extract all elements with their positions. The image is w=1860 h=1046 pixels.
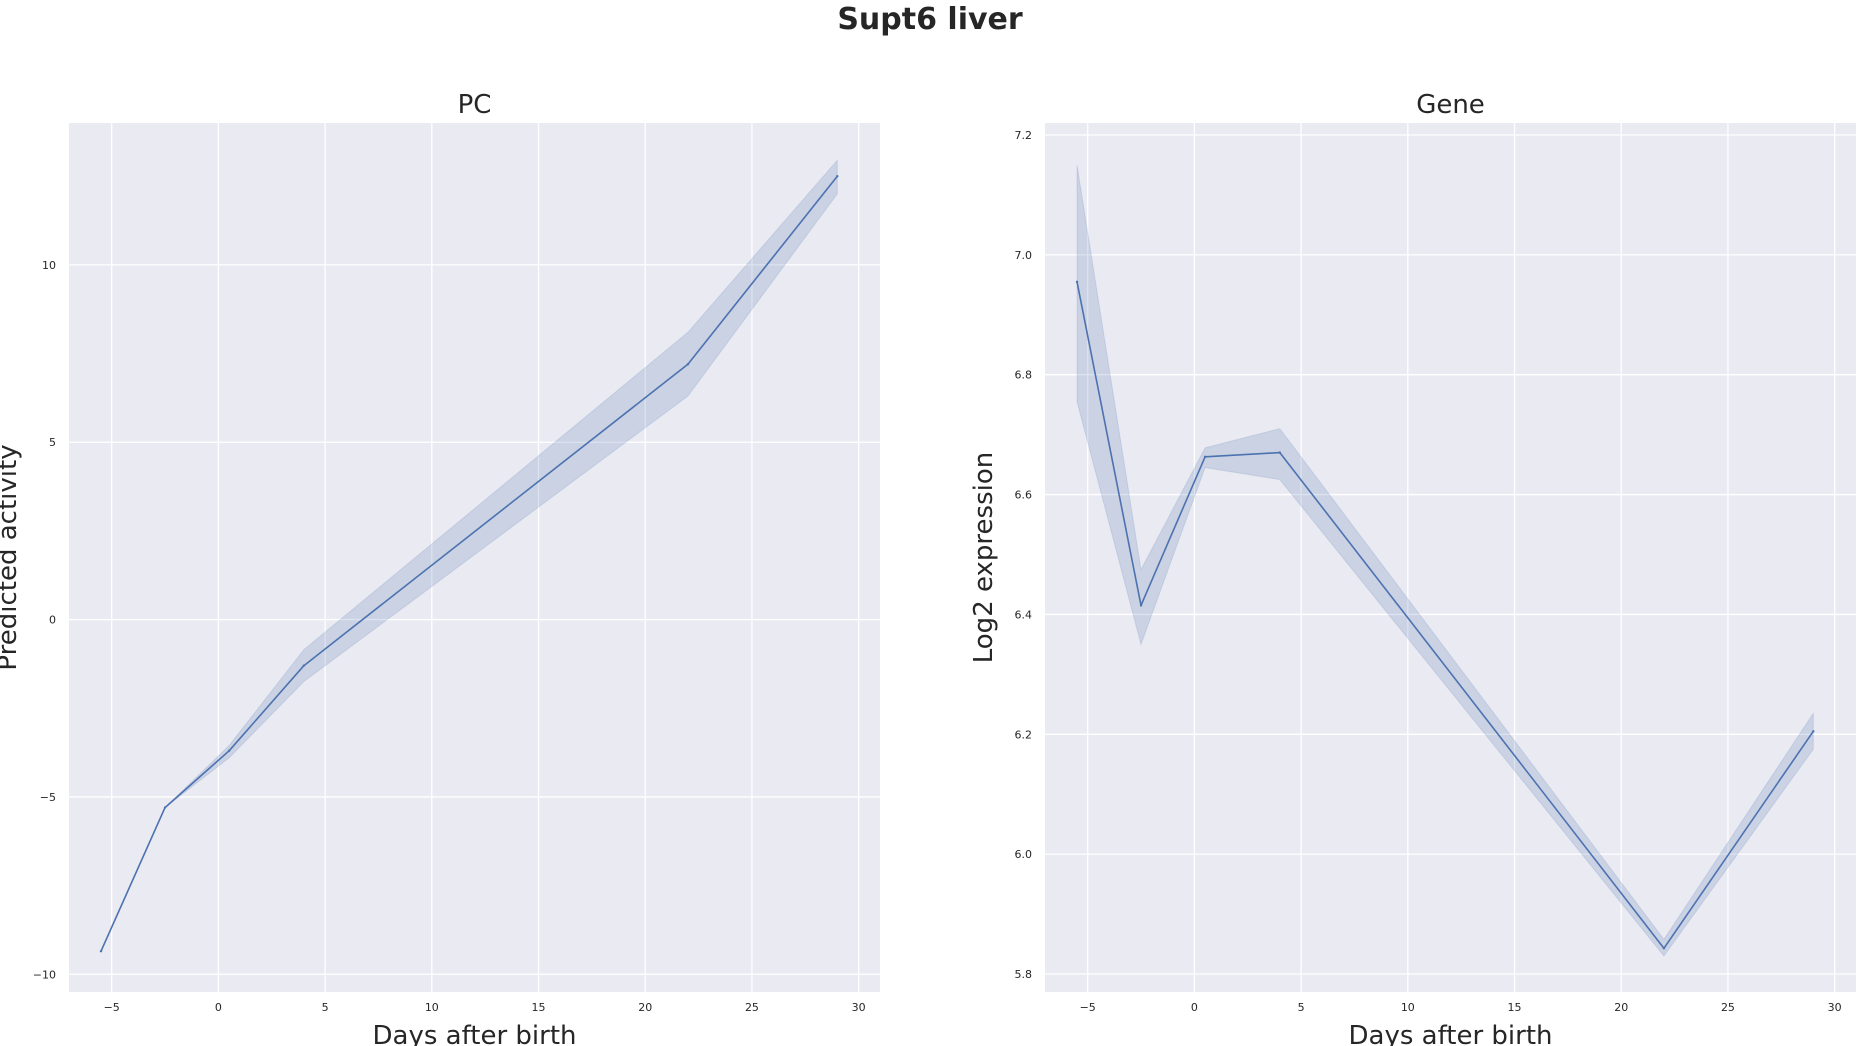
x-tick-label: 30 — [1828, 1001, 1842, 1014]
y-tick-label: 7.0 — [1015, 249, 1033, 262]
x-tick-label: −5 — [1080, 1001, 1096, 1014]
chart-panel-2: −5 0 5 10 15 20 25 30 5.8 6.0 6.2 6.4 6.6 6.8 7.0 7.2 Ge… — [969, 90, 1856, 1046]
data-point — [1812, 730, 1815, 733]
data-point — [99, 950, 103, 953]
y-tick-label: 5 — [49, 436, 56, 449]
x-tick-label: 10 — [1401, 1001, 1415, 1014]
data-point — [1139, 604, 1143, 607]
x-tick-label: 5 — [322, 1001, 329, 1014]
y-tick-label: 0 — [49, 614, 56, 627]
data-point — [1075, 280, 1079, 284]
x-tick-label: 0 — [1191, 1001, 1198, 1014]
data-point — [1662, 947, 1666, 950]
y-tick-label: 6.2 — [1015, 728, 1033, 741]
x-tick-label: 20 — [638, 1001, 652, 1014]
y-tick-label: 7.2 — [1015, 129, 1033, 142]
y-tick-label: 6.4 — [1015, 608, 1033, 621]
x-tick-label: 25 — [745, 1001, 759, 1014]
x-tick-label: 20 — [1614, 1001, 1628, 1014]
x-tick-label: 0 — [215, 1001, 222, 1014]
x-tick-label: 15 — [1508, 1001, 1522, 1014]
x-tick-label: −5 — [104, 1001, 120, 1014]
series-line — [100, 175, 838, 952]
plot-area — [1045, 123, 1856, 992]
data-point — [227, 749, 231, 753]
plot-area — [69, 123, 880, 992]
chart-panel-1: −5 0 5 10 15 20 25 30 −10 −5 0 5 10 PC Days after birt… — [0, 90, 880, 1046]
y-axis-label: Predicted activity — [0, 444, 23, 670]
x-axis-label: Days after birth — [372, 1021, 576, 1046]
y-tick-label: −10 — [33, 968, 56, 981]
y-tick-label: 6.0 — [1015, 848, 1033, 861]
x-tick-label: 10 — [425, 1001, 439, 1014]
panel-title: Gene — [1416, 90, 1485, 120]
y-axis-label: Log2 expression — [969, 452, 999, 664]
data-point — [686, 362, 690, 366]
y-tick-label: −5 — [40, 791, 56, 804]
x-tick-label: 5 — [1298, 1001, 1305, 1014]
y-tick-label: 6.8 — [1015, 369, 1033, 382]
data-point — [836, 175, 839, 178]
data-point — [1278, 451, 1281, 454]
y-tick-label: 5.8 — [1015, 968, 1033, 981]
y-tick-label: 6.6 — [1015, 489, 1033, 502]
data-point — [1203, 455, 1207, 459]
x-tick-label: 15 — [532, 1001, 546, 1014]
x-axis-label: Days after birth — [1348, 1021, 1552, 1046]
panel-title: PC — [458, 90, 492, 120]
figure-title: Supt6 liver — [837, 2, 1023, 37]
confidence-band — [1076, 164, 1814, 957]
x-tick-label: 30 — [852, 1001, 866, 1014]
data-point — [302, 664, 305, 667]
series-line — [1076, 281, 1814, 950]
data-point — [163, 806, 167, 809]
y-tick-label: 10 — [42, 259, 56, 272]
x-tick-label: 25 — [1721, 1001, 1735, 1014]
